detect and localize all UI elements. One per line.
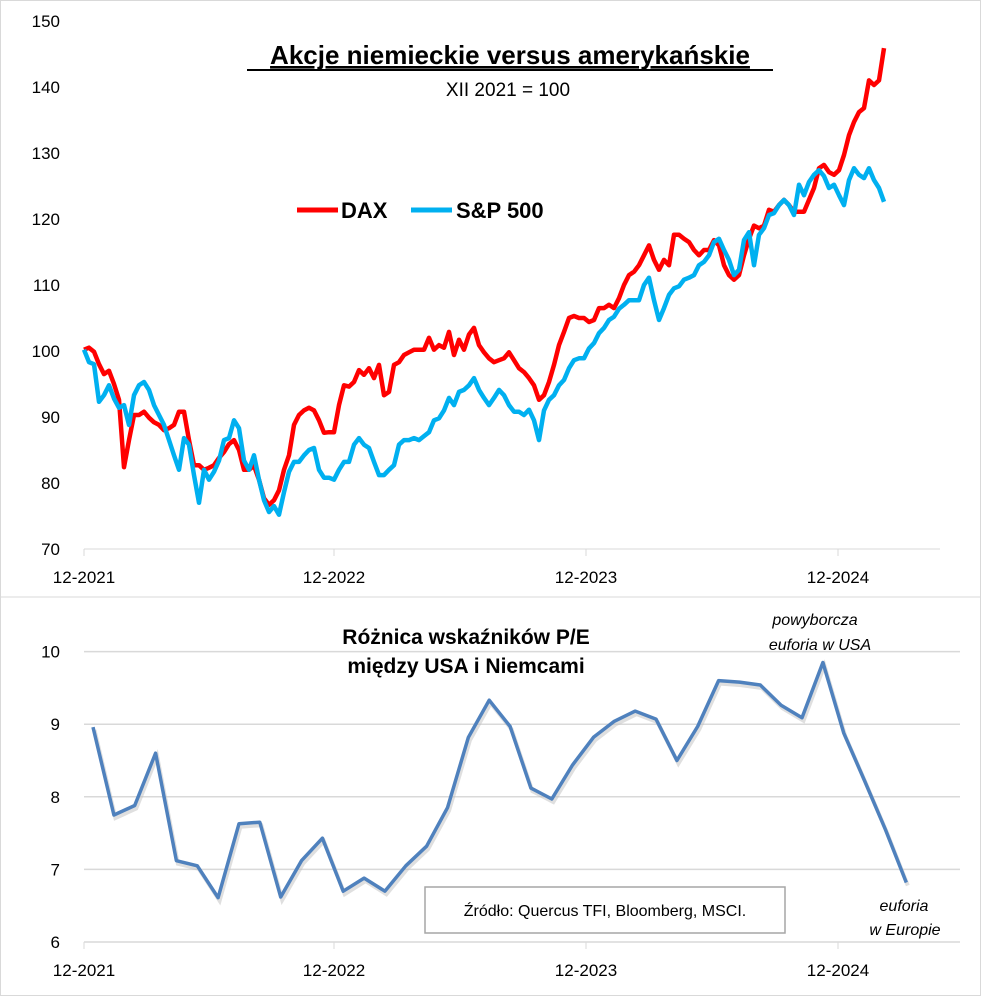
legend-label-sp500: S&P 500 bbox=[456, 198, 544, 223]
y-tick-label: 110 bbox=[33, 276, 60, 295]
y-tick-label: 120 bbox=[32, 210, 60, 229]
pe-difference-line bbox=[91, 660, 908, 900]
x-tick-label: 12-2022 bbox=[303, 961, 365, 980]
bottom-chart-title-line2: między USA i Niemcami bbox=[347, 655, 584, 678]
annotation-usa-line1: powyborcza bbox=[771, 612, 857, 629]
x-tick-label: 12-2022 bbox=[303, 568, 365, 587]
x-tick-label: 12-2021 bbox=[53, 568, 115, 587]
legend: DAX S&P 500 bbox=[297, 198, 544, 223]
x-tick-label: 12-2024 bbox=[807, 961, 869, 980]
top-chart-title: Akcje niemieckie versus amerykańskie bbox=[270, 40, 750, 70]
annotation-europe-line2: w Europie bbox=[869, 922, 940, 939]
x-tick-label: 12-2023 bbox=[555, 568, 617, 587]
y-tick-label: 150 bbox=[32, 12, 60, 31]
annotation-usa-line2: euforia w USA bbox=[769, 637, 871, 654]
bottom-chart-title: Różnica wskaźników P/E bbox=[342, 626, 589, 649]
y-tick-label: 9 bbox=[51, 715, 60, 734]
y-tick-label: 140 bbox=[32, 78, 60, 97]
y-tick-label: 7 bbox=[51, 860, 60, 879]
pe-difference-line-shadow bbox=[92, 659, 910, 906]
x-tick-label: 12-2023 bbox=[555, 961, 617, 980]
y-tick-label: 70 bbox=[41, 540, 60, 559]
y-tick-label: 80 bbox=[41, 474, 60, 493]
y-tick-label: 100 bbox=[32, 342, 60, 361]
x-tick-label: 12-2024 bbox=[807, 568, 869, 587]
x-tick-label: 12-2021 bbox=[53, 961, 115, 980]
dax-line bbox=[83, 47, 887, 508]
top-chart-subtitle: XII 2021 = 100 bbox=[446, 80, 570, 101]
sp500-line bbox=[81, 165, 887, 517]
y-tick-label: 8 bbox=[51, 788, 60, 807]
source-text: Źródło: Quercus TFI, Bloomberg, MSCI. bbox=[464, 901, 746, 920]
annotation-europe-line1: euforia bbox=[880, 898, 929, 915]
source-box bbox=[424, 886, 786, 934]
y-tick-label: 130 bbox=[32, 144, 60, 163]
y-tick-label: 10 bbox=[41, 643, 60, 662]
y-tick-label: 90 bbox=[41, 408, 60, 427]
y-tick-label: 6 bbox=[51, 933, 60, 952]
legend-label-dax: DAX bbox=[341, 198, 388, 223]
